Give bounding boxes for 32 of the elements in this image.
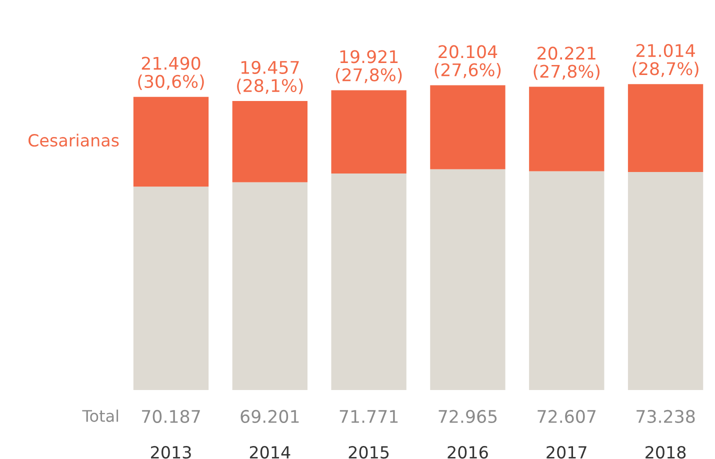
bar	[430, 169, 506, 390]
bar	[331, 174, 406, 390]
data-label: 21.014 (28,7%)	[632, 44, 698, 78]
bar	[232, 101, 308, 182]
bar	[331, 90, 406, 174]
bar	[133, 186, 209, 390]
total-label: 69.201	[240, 410, 299, 424]
text: Total	[82, 410, 118, 422]
series-label: Cesarianas	[28, 134, 119, 147]
x-tick-label: 2018	[646, 446, 686, 459]
data-label: 19.921 (27,8%)	[336, 50, 402, 84]
bar	[628, 84, 704, 172]
total-label: 71.771	[340, 410, 398, 423]
data-label: 19.457 (28,1%)	[237, 60, 303, 94]
bar	[529, 86, 604, 172]
bar	[529, 171, 604, 390]
total-label: 73.238	[636, 410, 695, 424]
x-tick-label: 2016	[448, 446, 488, 459]
x-tick-label: 2013	[151, 446, 191, 459]
bar	[430, 85, 506, 170]
total-label: 72.607	[538, 410, 596, 424]
data-label: 20.104 (27,6%)	[434, 45, 501, 78]
x-tick-label: 2017	[546, 446, 586, 459]
data-label: 20.221 (27,8%)	[534, 46, 600, 80]
bar	[232, 182, 308, 390]
x-tick-label: 2014	[250, 446, 290, 459]
total-label: 72.965	[438, 410, 497, 424]
data-label: 21.490 (30,6%)	[138, 56, 204, 90]
total-label: 70.187	[142, 410, 200, 424]
bar	[628, 172, 704, 390]
x-tick-label: 2015	[348, 446, 389, 459]
bar	[133, 96, 209, 187]
